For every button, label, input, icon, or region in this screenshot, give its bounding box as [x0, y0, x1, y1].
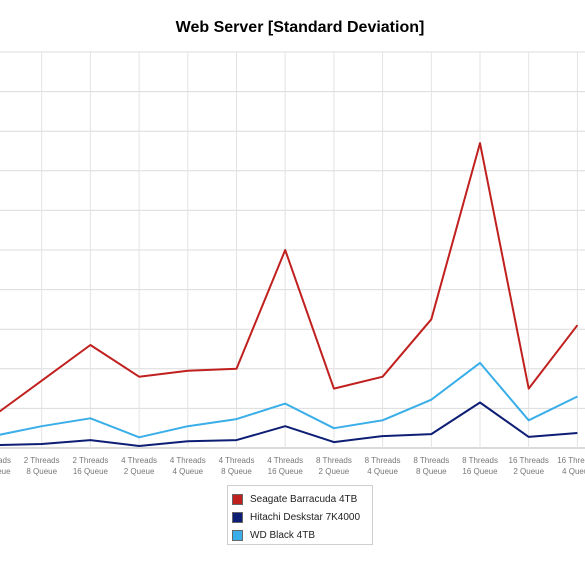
legend-swatch: [232, 529, 243, 541]
legend-label: WD Black 4TB: [250, 529, 316, 541]
series-line-wd-black-4tb: [0, 361, 578, 439]
x-tick-label: 16 Threads 2 Queue: [509, 456, 549, 476]
x-tick-label: 4 Threads 8 Queue: [219, 456, 255, 476]
x-tick-label: 8 Threads 2 Queue: [316, 456, 352, 476]
legend-swatch: [232, 511, 243, 523]
x-tick-label: 4 Threads 16 Queue: [267, 456, 303, 476]
chart-title: Web Server [Standard Deviation]: [175, 19, 425, 36]
x-tick-label: 4 Threads 2 Queue: [121, 456, 157, 476]
x-tick-label: 8 Threads 16 Queue: [462, 456, 498, 476]
legend-label: Seagate Barracuda 4TB: [250, 493, 358, 505]
legend-item: Seagate Barracuda 4TB: [232, 490, 372, 508]
x-tick-label: 4 Threads 4 Queue: [170, 456, 206, 476]
x-tick-label: 2 Threads 16 Queue: [72, 456, 108, 476]
x-tick-label: 8 Threads 4 Queue: [365, 456, 401, 476]
legend-item: WD Black 4TB: [232, 526, 372, 544]
legend: Seagate Barracuda 4TB Hitachi Deskstar 7K…: [227, 485, 373, 545]
legend-swatch: [232, 493, 243, 505]
legend-item: Hitachi Deskstar 7K4000: [232, 508, 372, 526]
x-tick-label: 2 Threads 8 Queue: [24, 456, 60, 476]
x-tick-label: 8 Threads 8 Queue: [413, 456, 449, 476]
series-line-hitachi-deskstar-7k4000: [0, 401, 578, 447]
legend-label: Hitachi Deskstar 7K4000: [250, 511, 361, 523]
